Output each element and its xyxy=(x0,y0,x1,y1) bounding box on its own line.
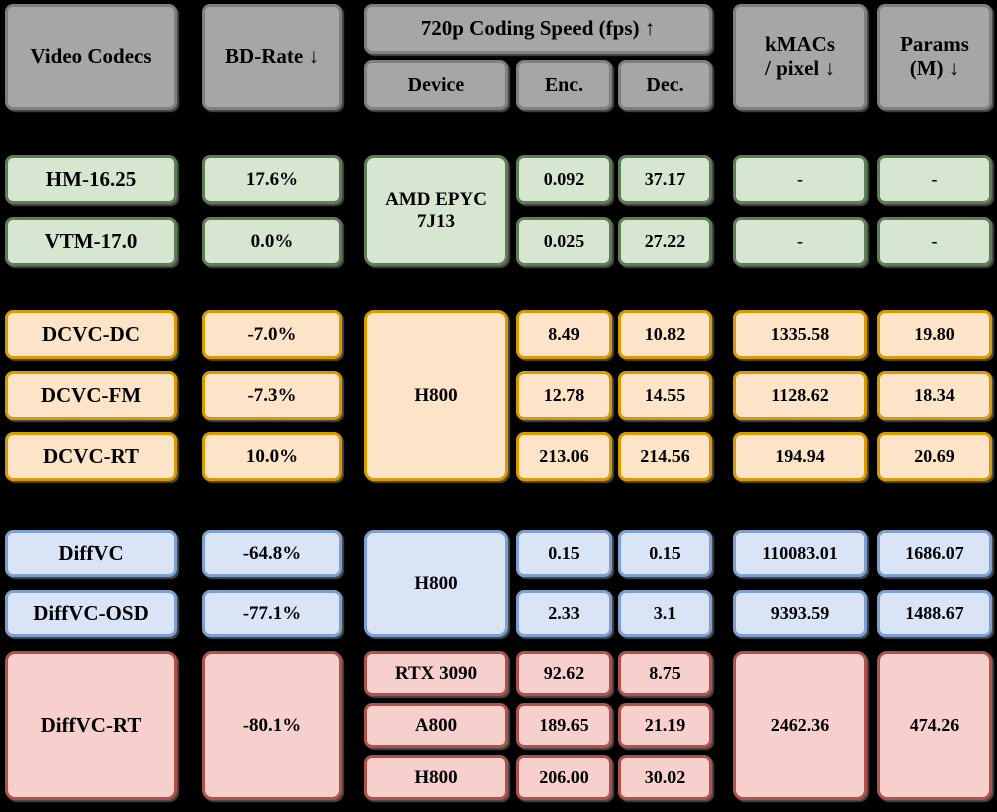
cell-vtm170-kmacs: - xyxy=(733,217,867,266)
cell-dcvcfm-bdrate: -7.3% xyxy=(202,371,342,420)
cell-diffvcosd-bdrate: -77.1% xyxy=(202,590,342,637)
cell-diffvcrt-device-h800: H800 xyxy=(364,755,508,800)
cell-diffvcosd-kmacs: 9393.59 xyxy=(733,590,867,637)
cell-dcvcrt-dec: 214.56 xyxy=(618,432,712,481)
cell-diffvcrt-rtx3090-dec: 8.75 xyxy=(618,651,712,696)
cell-diffvcosd-params: 1488.67 xyxy=(877,590,992,637)
cell-dcvcrt-codec: DCVC-RT xyxy=(5,432,177,481)
header-device: Device xyxy=(364,60,508,110)
cell-diffvcrt-a800-dec: 21.19 xyxy=(618,703,712,748)
cell-diffvcrt-h800-dec: 30.02 xyxy=(618,755,712,800)
cell-hm1625-bdrate: 17.6% xyxy=(202,155,342,204)
cell-diffvcrt-device-rtx3090: RTX 3090 xyxy=(364,651,508,696)
cell-dcvcdc-enc: 8.49 xyxy=(516,310,612,359)
cell-diffvcrt-kmacs: 2462.36 xyxy=(733,651,867,800)
cell-diffvc-dec: 0.15 xyxy=(618,530,712,577)
cell-dcvcrt-params: 20.69 xyxy=(877,432,992,481)
cell-dcvcrt-bdrate: 10.0% xyxy=(202,432,342,481)
header-params: Params (M) ↓ xyxy=(877,4,992,110)
cell-diffvcrt-rtx3090-enc: 92.62 xyxy=(516,651,612,696)
cell-diffvcosd-codec: DiffVC-OSD xyxy=(5,590,177,637)
cell-diffvcrt-a800-enc: 189.65 xyxy=(516,703,612,748)
cell-diffvcrt-h800-enc: 206.00 xyxy=(516,755,612,800)
cell-diffvcosd-dec: 3.1 xyxy=(618,590,712,637)
cell-diffvcrt-codec: DiffVC-RT xyxy=(5,651,177,800)
group-diffvc-rt: DiffVC-RT -80.1% RTX 3090 92.62 8.75 A80… xyxy=(5,651,997,800)
cell-vtm170-params: - xyxy=(877,217,992,266)
group-diffusion-codecs: DiffVC -64.8% H800 0.15 0.15 110083.01 1… xyxy=(5,530,997,637)
cell-hm1625-codec: HM-16.25 xyxy=(5,155,177,204)
cell-dcvcfm-params: 18.34 xyxy=(877,371,992,420)
cell-hm1625-kmacs: - xyxy=(733,155,867,204)
cell-dcvcfm-dec: 14.55 xyxy=(618,371,712,420)
cell-hm1625-params: - xyxy=(877,155,992,204)
cell-vtm170-dec: 27.22 xyxy=(618,217,712,266)
cell-dcvcdc-kmacs: 1335.58 xyxy=(733,310,867,359)
header-row: Video Codecs BD-Rate ↓ 720p Coding Speed… xyxy=(5,4,997,110)
cell-vtm170-codec: VTM-17.0 xyxy=(5,217,177,266)
cell-dcvcfm-codec: DCVC-FM xyxy=(5,371,177,420)
cell-vtm170-enc: 0.025 xyxy=(516,217,612,266)
cell-diffvc-bdrate: -64.8% xyxy=(202,530,342,577)
cell-diffvc-codec: DiffVC xyxy=(5,530,177,577)
header-coding-speed: 720p Coding Speed (fps) ↑ xyxy=(364,4,712,54)
cell-diffvc-params: 1686.07 xyxy=(877,530,992,577)
cell-dcvcdc-params: 19.80 xyxy=(877,310,992,359)
cell-dcvcrt-kmacs: 194.94 xyxy=(733,432,867,481)
cell-neural-device: H800 xyxy=(364,310,508,481)
cell-hm1625-enc: 0.092 xyxy=(516,155,612,204)
header-dec: Dec. xyxy=(618,60,712,110)
cell-vtm170-bdrate: 0.0% xyxy=(202,217,342,266)
cell-dcvcfm-enc: 12.78 xyxy=(516,371,612,420)
cell-hm1625-dec: 37.17 xyxy=(618,155,712,204)
group-neural-codecs: DCVC-DC -7.0% H800 8.49 10.82 1335.58 19… xyxy=(5,310,997,481)
header-video-codecs: Video Codecs xyxy=(5,4,177,110)
cell-diffvcrt-device-a800: A800 xyxy=(364,703,508,748)
cell-diffvcrt-bdrate: -80.1% xyxy=(202,651,342,800)
cell-dcvcrt-enc: 213.06 xyxy=(516,432,612,481)
header-bd-rate: BD-Rate ↓ xyxy=(202,4,342,110)
cell-traditional-device: AMD EPYC 7J13 xyxy=(364,155,508,266)
cell-diffvcosd-enc: 2.33 xyxy=(516,590,612,637)
cell-diffvc-enc: 0.15 xyxy=(516,530,612,577)
cell-diffvcrt-params: 474.26 xyxy=(877,651,992,800)
cell-diffvc-kmacs: 110083.01 xyxy=(733,530,867,577)
header-enc: Enc. xyxy=(516,60,612,110)
cell-dcvcfm-kmacs: 1128.62 xyxy=(733,371,867,420)
group-traditional-codecs: HM-16.25 17.6% AMD EPYC 7J13 0.092 37.17… xyxy=(5,155,997,266)
cell-dcvcdc-codec: DCVC-DC xyxy=(5,310,177,359)
header-kmacs-per-pixel: kMACs / pixel ↓ xyxy=(733,4,867,110)
cell-dcvcdc-bdrate: -7.0% xyxy=(202,310,342,359)
cell-dcvcdc-dec: 10.82 xyxy=(618,310,712,359)
cell-diffusion-device: H800 xyxy=(364,530,508,637)
